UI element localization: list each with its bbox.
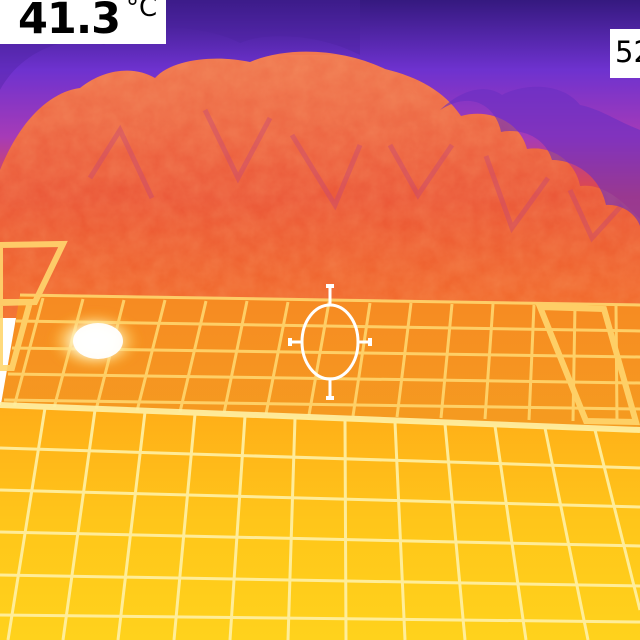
temperature-scale-value: 52 <box>615 35 640 69</box>
crosshair-reticle-icon <box>288 284 372 400</box>
front-solar-panel <box>0 405 640 640</box>
temperature-unit: °C <box>126 0 158 23</box>
spot-temperature-readout: 41.3 °C <box>0 0 166 44</box>
front-panel-grid <box>0 402 640 640</box>
spot-temperature-value: 41.3 <box>18 0 121 44</box>
temperature-scale-readout: 52 <box>610 29 640 78</box>
